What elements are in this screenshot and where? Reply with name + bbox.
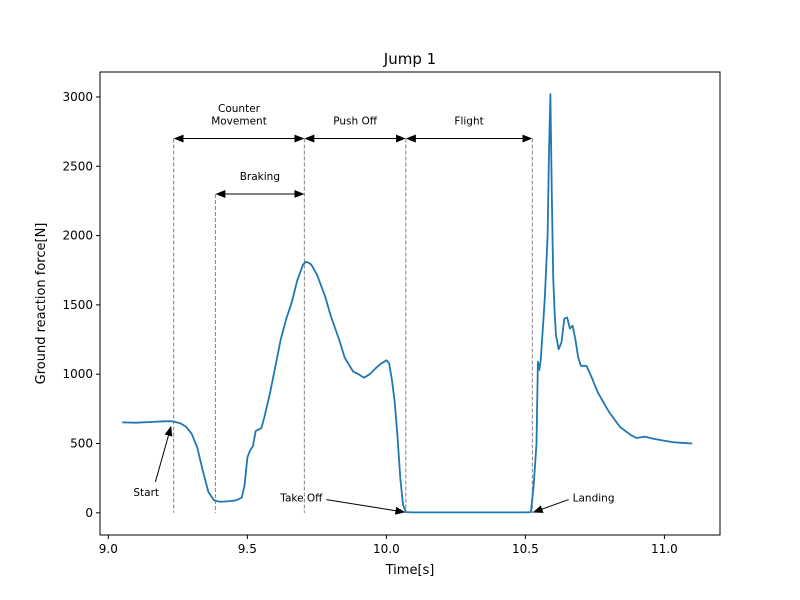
y-tick-label: 2500	[62, 159, 93, 173]
y-axis-label: Ground reaction force[N]	[34, 223, 49, 385]
point-annotation-arrow	[326, 499, 406, 515]
plot-area: Counter Movement Push Off Flight Braking Star…	[122, 93, 693, 515]
phase-label: Counter Movement	[211, 103, 267, 128]
axes: 9.0 9.5 10.0 10.5 11.0 0 500 1000 1500 2000 2500 30…	[62, 90, 677, 556]
x-tick-label: 10.0	[373, 542, 400, 556]
x-tick-label: 9.0	[99, 542, 118, 556]
x-tick-label: 9.5	[238, 542, 257, 556]
x-tick-label: 10.5	[512, 542, 539, 556]
x-axis-label: Time[s]	[385, 563, 435, 578]
point-annotation-arrow	[532, 499, 569, 513]
chart-title: Jump 1	[383, 50, 436, 68]
y-tick-label: 3000	[62, 90, 93, 104]
y-tick-label: 1500	[62, 298, 93, 312]
phase-label: Braking	[240, 171, 280, 183]
point-annotation-label: Landing	[573, 493, 615, 505]
axes-frame	[99, 71, 721, 536]
point-annotation-arrow	[154, 425, 173, 483]
y-tick-label: 500	[70, 437, 93, 451]
x-tick-label: 11.0	[651, 542, 678, 556]
phase-label: Flight	[454, 116, 483, 128]
point-annotation-label: Take Off	[279, 493, 323, 505]
y-tick-label: 1000	[62, 367, 93, 381]
y-tick-label: 0	[85, 506, 93, 520]
point-annotation-label: Start	[133, 487, 159, 499]
force-series-line	[122, 93, 693, 514]
phase-label: Push Off	[333, 116, 378, 128]
y-tick-label: 2000	[62, 229, 93, 243]
